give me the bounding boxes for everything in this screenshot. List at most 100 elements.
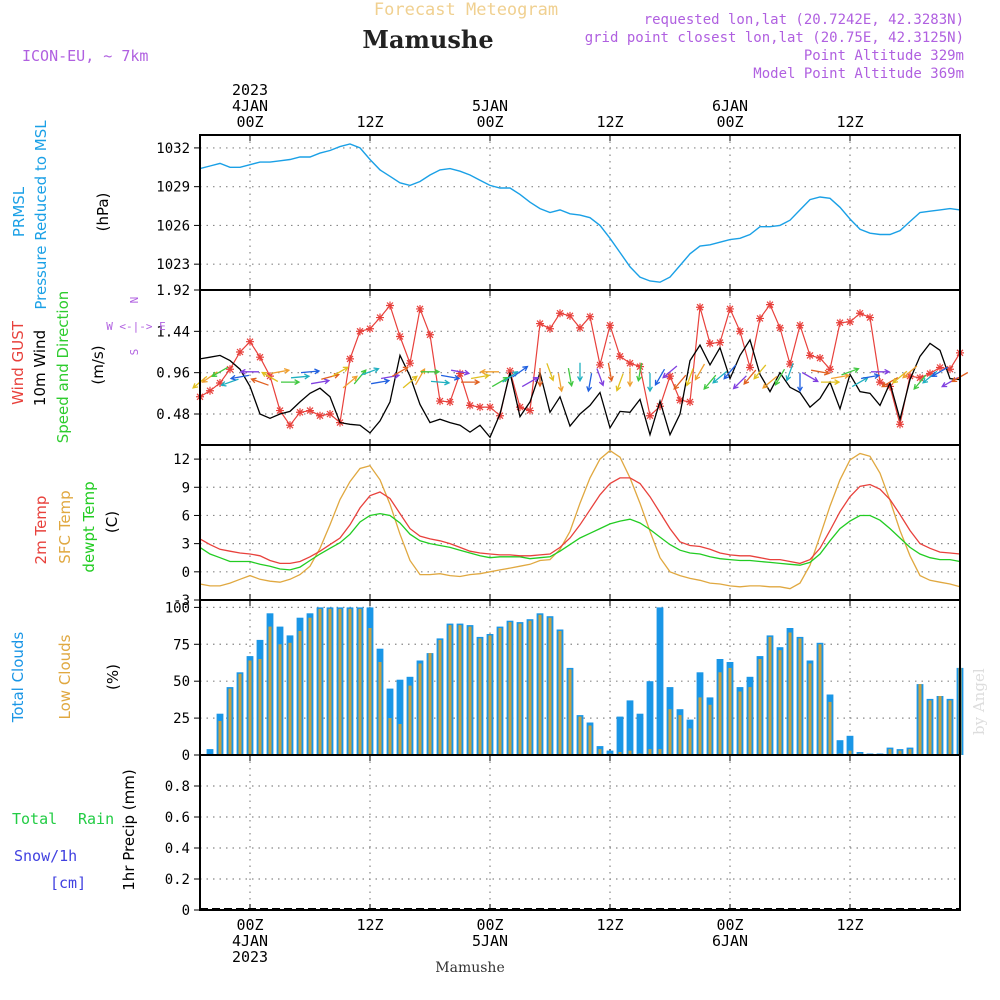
panel-frame xyxy=(199,134,961,291)
low-cloud-bar xyxy=(648,749,652,755)
wind-direction-arrow xyxy=(239,368,259,375)
wind-direction-arrow xyxy=(821,379,841,386)
low-cloud-bar xyxy=(928,700,932,755)
wind-direction-arrow xyxy=(860,373,881,380)
low-cloud-bar xyxy=(408,685,412,755)
y-axis-label: (hPa) xyxy=(94,193,112,232)
gust-marker xyxy=(586,312,594,321)
low-cloud-bar xyxy=(548,617,552,755)
low-cloud-bar xyxy=(288,642,292,755)
gust-marker xyxy=(516,403,524,412)
wind-direction-arrow xyxy=(732,375,747,390)
gust-marker xyxy=(856,309,864,318)
wind-direction-arrow xyxy=(647,373,653,393)
requested-coords: requested lon,lat (20.7242E, 42.3283N) xyxy=(644,12,964,28)
wind-direction-arrow xyxy=(342,375,358,389)
wind-direction-arrow xyxy=(300,368,321,375)
low-cloud-bar xyxy=(478,638,482,755)
temp-line-2 xyxy=(199,512,961,571)
y-tick-label: 1026 xyxy=(156,218,190,234)
wind-direction-arrow xyxy=(685,368,694,387)
low-cloud-bar xyxy=(948,700,952,755)
wind-direction-arrow xyxy=(654,368,666,386)
wind-direction-arrow xyxy=(586,373,593,393)
wind-direction-arrow xyxy=(743,369,757,385)
y-axis-label: (C) xyxy=(103,511,121,533)
gust-marker xyxy=(786,360,794,369)
footer-title: Mamushe xyxy=(435,960,504,976)
panel-label-dewpt: dewpt Temp xyxy=(80,481,98,572)
top-time-label: 00Z xyxy=(476,113,503,131)
low-cloud-bar xyxy=(898,750,902,755)
low-cloud-bar xyxy=(778,650,782,755)
wind-direction-arrow xyxy=(470,373,491,380)
wind-direction-arrow xyxy=(694,363,706,381)
temp-line-0 xyxy=(199,477,961,565)
y-tick-label: 0 xyxy=(182,748,190,764)
top-time-label: 4JAN xyxy=(232,97,268,115)
total-cloud-bar xyxy=(636,713,644,755)
wind-direction-arrow xyxy=(902,365,918,379)
low-cloud-bar xyxy=(758,659,762,755)
gust-marker xyxy=(946,365,954,374)
bottom-time-label: 4JAN xyxy=(232,932,268,950)
wind-direction-arrow xyxy=(537,368,543,388)
gust-marker xyxy=(416,304,424,313)
bottom-time-label: 6JAN xyxy=(712,932,748,950)
panel-label-2m: 2m Temp xyxy=(32,496,50,565)
gust-marker xyxy=(236,348,244,356)
total-cloud-bar xyxy=(606,750,614,755)
wind-direction-arrow xyxy=(801,371,819,383)
low-cloud-bar xyxy=(388,718,392,755)
low-cloud-bar xyxy=(428,653,432,755)
total-cloud-bar xyxy=(656,607,664,755)
wind-direction-arrow xyxy=(546,363,555,382)
y-tick-label: 0.6 xyxy=(165,810,190,826)
y-tick-label: 0.48 xyxy=(156,407,190,423)
y-tick-label: 6 xyxy=(182,508,190,524)
gust-marker xyxy=(876,378,884,387)
gust-marker xyxy=(426,330,434,339)
wind-direction-arrow xyxy=(577,362,583,383)
y-tick-label: 50 xyxy=(173,674,190,690)
gridpoint-coords: grid point closest lon,lat (20.75E, 42.3… xyxy=(585,30,964,46)
y-tick-label: 0.96 xyxy=(156,366,190,382)
gust-marker xyxy=(556,309,564,318)
wind-direction-arrow xyxy=(753,364,767,380)
gust-marker xyxy=(646,411,654,420)
bottom-time-label: 00Z xyxy=(476,916,503,934)
low-cloud-bar xyxy=(848,750,852,755)
y-tick-label: 9 xyxy=(182,480,190,496)
total-cloud-bar xyxy=(846,735,854,755)
wind-direction-arrow xyxy=(810,369,831,376)
y-tick-label: 1029 xyxy=(156,180,190,196)
prmsl-line xyxy=(199,143,961,283)
low-cloud-bar xyxy=(468,626,472,755)
panel-temperature: -3 0 3 6 9 12 2m Temp SFC Temp dewpt Temp (C) xyxy=(32,445,961,609)
gust-marker xyxy=(636,362,644,371)
low-cloud-bar xyxy=(748,687,752,755)
temp-line-1 xyxy=(199,449,961,590)
low-cloud-bar xyxy=(558,631,562,755)
panel-precipitation: 0 0.2 0.4 0.6 0.8 Total Rain Snow/1h [cm] 1hr Pre… xyxy=(12,755,960,919)
gust-marker xyxy=(386,301,394,310)
y-axis-label: (%) xyxy=(104,664,122,690)
wind-direction-arrow xyxy=(762,375,778,389)
wind-direction-arrow xyxy=(615,373,624,392)
wind-direction-arrow xyxy=(229,374,250,381)
gust-marker xyxy=(216,379,224,387)
wind-direction-arrow xyxy=(491,376,509,388)
low-cloud-bar xyxy=(598,749,602,755)
wind-direction-arrow xyxy=(871,368,891,375)
low-cloud-bar xyxy=(768,636,772,755)
gust-marker xyxy=(676,396,684,405)
low-cloud-bar xyxy=(908,749,912,755)
low-cloud-bar xyxy=(448,625,452,755)
gust-marker xyxy=(326,410,334,418)
top-time-label: 00Z xyxy=(716,113,743,131)
gust-marker xyxy=(716,338,724,347)
credit-watermark: by Angel xyxy=(970,668,988,735)
low-cloud-bar xyxy=(708,704,712,755)
total-cloud-bar xyxy=(616,716,624,755)
